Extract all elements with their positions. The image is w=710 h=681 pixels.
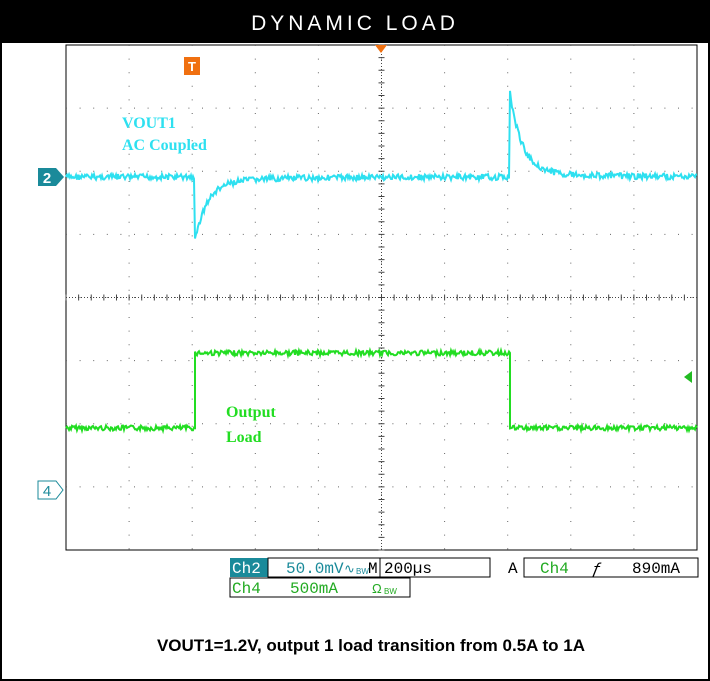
status: Ω (372, 581, 382, 596)
status-box (523, 557, 699, 578)
status: Ch4 (232, 580, 261, 598)
ch2-box (230, 558, 268, 577)
trace-label: Output (226, 404, 276, 421)
status: Ch4 (540, 560, 569, 578)
ch4-marker-label: 4 (43, 483, 51, 500)
trace-label: AC Coupled (122, 137, 207, 154)
ch4-trace (65, 346, 698, 435)
trigger-marker (184, 57, 200, 75)
status: 890mA (632, 560, 680, 578)
ch2-trace (65, 90, 698, 239)
ch2-marker (56, 168, 64, 186)
trace-label: Load (226, 429, 262, 446)
status-box (229, 577, 411, 598)
title-bar (1, 1, 709, 43)
ch2-marker-label: 2 (43, 170, 51, 187)
status: ƒ (592, 560, 602, 578)
status: M (368, 560, 378, 578)
trigger-marker-label: T (188, 59, 196, 74)
status: ∿ (344, 561, 355, 576)
status: 200µs (384, 560, 432, 578)
trigger-position (375, 45, 387, 53)
status-box (379, 557, 491, 578)
trigger-level (684, 371, 692, 383)
status: BW (384, 587, 397, 596)
status: A (508, 560, 518, 578)
ch2-marker (38, 168, 56, 186)
status: 500mA (290, 580, 338, 598)
title: DYNAMIC LOAD (251, 12, 459, 35)
grid (65, 44, 697, 551)
status: BW (356, 567, 369, 576)
status: 50.0mV (286, 560, 344, 578)
caption: VOUT1=1.2V, output 1 load transition fro… (157, 636, 585, 655)
trace-label: VOUT1 (122, 115, 176, 132)
status: Ch2 (232, 560, 261, 578)
ch4-marker (37, 480, 64, 500)
